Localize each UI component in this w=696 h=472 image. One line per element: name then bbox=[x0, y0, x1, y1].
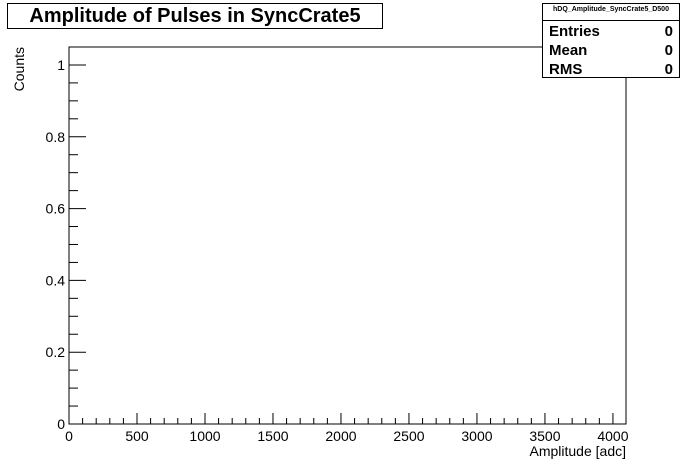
stats-value: 0 bbox=[664, 42, 673, 59]
x-tick-label: 2500 bbox=[393, 428, 424, 444]
stats-box: hDQ_Amplitude_SyncCrate5_D500 Entries 0 … bbox=[542, 3, 680, 78]
stats-row-entries: Entries 0 bbox=[549, 22, 673, 41]
x-axis: 0 500 1000 1500 2000 2500 3000 3500 4000 bbox=[65, 413, 629, 444]
x-tick-label: 0 bbox=[65, 428, 73, 444]
plot-frame bbox=[68, 46, 627, 425]
chart-title: Amplitude of Pulses in SyncCrate5 bbox=[29, 5, 361, 27]
x-axis-title: Amplitude [adc] bbox=[530, 443, 627, 459]
x-tick-label: 1000 bbox=[189, 428, 220, 444]
chart-title-box: Amplitude of Pulses in SyncCrate5 bbox=[7, 3, 383, 29]
x-tick-label: 2000 bbox=[325, 428, 356, 444]
x-tick-label: 4000 bbox=[597, 428, 628, 444]
x-tick-label: 3000 bbox=[461, 428, 492, 444]
stats-histogram-name: hDQ_Amplitude_SyncCrate5_D500 bbox=[553, 6, 669, 13]
y-tick-label: 1 bbox=[57, 57, 65, 73]
y-tick-label: 0.2 bbox=[46, 344, 66, 360]
y-tick-label: 0.6 bbox=[46, 201, 66, 217]
y-tick-label: 0 bbox=[57, 416, 65, 432]
stats-label: RMS bbox=[549, 61, 583, 78]
y-axis-title: Counts bbox=[11, 47, 27, 91]
x-tick-label: 500 bbox=[125, 428, 149, 444]
stats-value: 0 bbox=[664, 23, 673, 40]
stats-row-mean: Mean 0 bbox=[549, 41, 673, 60]
y-axis: 0 0.2 0.4 0.6 0.8 1 bbox=[46, 57, 86, 432]
y-tick-label: 0.8 bbox=[46, 129, 66, 145]
stats-row-rms: RMS 0 bbox=[549, 60, 673, 79]
stats-label: Entries bbox=[549, 23, 600, 40]
stats-value: 0 bbox=[664, 61, 673, 78]
y-tick-label: 0.4 bbox=[46, 272, 66, 288]
stats-divider bbox=[543, 20, 679, 21]
x-tick-label: 1500 bbox=[257, 428, 288, 444]
x-tick-label: 3500 bbox=[529, 428, 560, 444]
stats-label: Mean bbox=[549, 42, 588, 59]
